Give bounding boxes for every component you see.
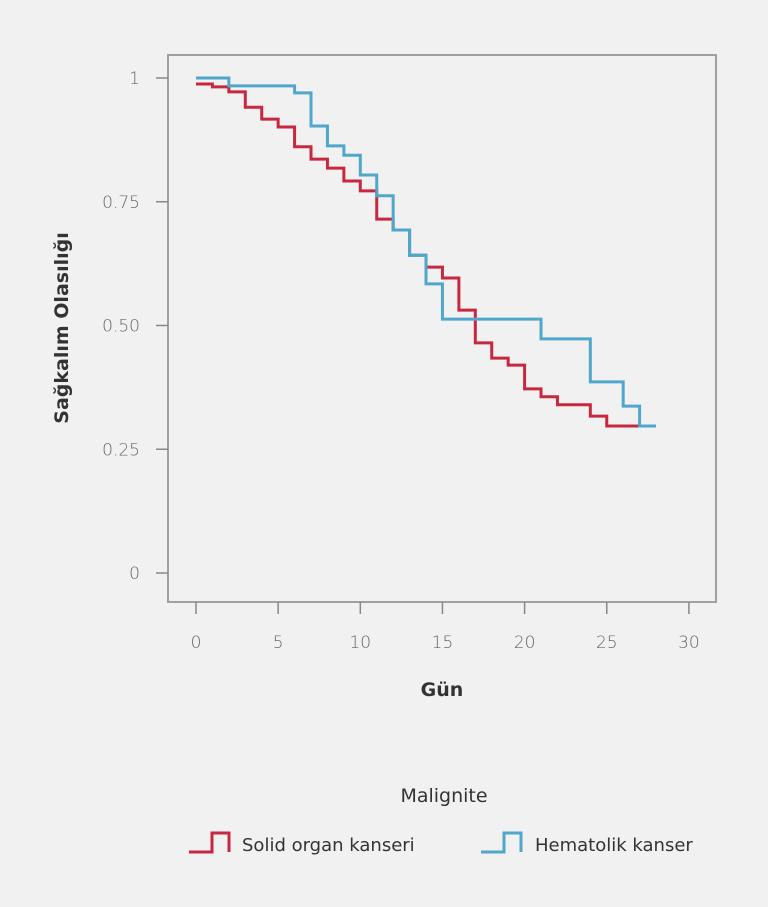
plot-frame (167, 54, 717, 603)
legend-label-hematolik: Hematolik kanser (535, 835, 693, 856)
legend-swatch-hematolik (481, 831, 523, 854)
x-tick-label: 5 (273, 633, 284, 653)
legend-label-solid: Solid organ kanseri (242, 835, 415, 856)
x-axis-title: Gün (421, 679, 464, 701)
y-tick-label: 0.25 (102, 440, 140, 460)
legend-item-hematolik: Hematolik kanser (481, 831, 693, 856)
x-tick-label: 20 (514, 633, 536, 653)
x-tick-label: 25 (596, 633, 618, 653)
y-axis-title: Sağkalım Olasılığı (51, 232, 73, 423)
legend-title: Malignite (400, 785, 487, 807)
y-tick-label: 1 (129, 69, 140, 89)
y-tick-label: 0.50 (102, 317, 140, 337)
y-tick-label: 0 (129, 564, 140, 584)
x-tick-label: 0 (191, 633, 202, 653)
x-tick-label: 10 (349, 633, 371, 653)
legend-item-solid: Solid organ kanseri (189, 831, 415, 856)
series-line-hematolik (196, 76, 657, 428)
x-tick-label: 30 (678, 633, 700, 653)
y-tick-label: 0.75 (102, 193, 140, 213)
x-tick-label: 15 (432, 633, 454, 653)
legend-swatch-solid (189, 831, 231, 854)
